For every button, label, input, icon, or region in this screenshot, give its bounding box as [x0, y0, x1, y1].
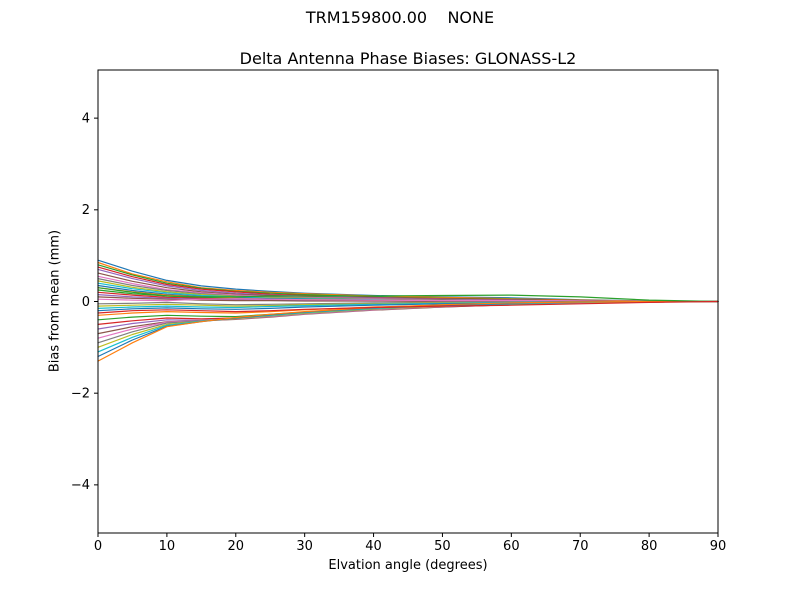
series-line	[97, 287, 719, 303]
x-tick-label: 30	[296, 539, 313, 554]
y-tick-label: −2	[71, 386, 90, 401]
x-tick-label: 50	[434, 539, 451, 554]
x-tick-label: 80	[641, 539, 658, 554]
figure-suptitle: TRM159800.00 NONE	[305, 8, 495, 27]
series-line	[97, 300, 719, 314]
y-tick-label: 0	[82, 295, 90, 310]
x-axis-label: Elvation angle (degrees)	[328, 558, 488, 573]
x-tick-label: 90	[710, 539, 727, 554]
series-line	[97, 300, 719, 358]
y-tick-label: 2	[82, 203, 90, 218]
x-tick-label: 40	[365, 539, 382, 554]
x-tick-label: 0	[94, 539, 102, 554]
y-axis-label: Bias from mean (mm)	[47, 229, 63, 373]
x-tick-label: 70	[572, 539, 589, 554]
y-tick-label: −4	[71, 478, 90, 493]
x-tick-label: 60	[503, 539, 520, 554]
series-line	[97, 300, 719, 362]
x-tick-label: 10	[159, 539, 176, 554]
axes-title: Delta Antenna Phase Biases: GLONASS-L2	[239, 49, 577, 68]
y-tick-label: 4	[82, 111, 90, 126]
x-tick-label: 20	[228, 539, 245, 554]
